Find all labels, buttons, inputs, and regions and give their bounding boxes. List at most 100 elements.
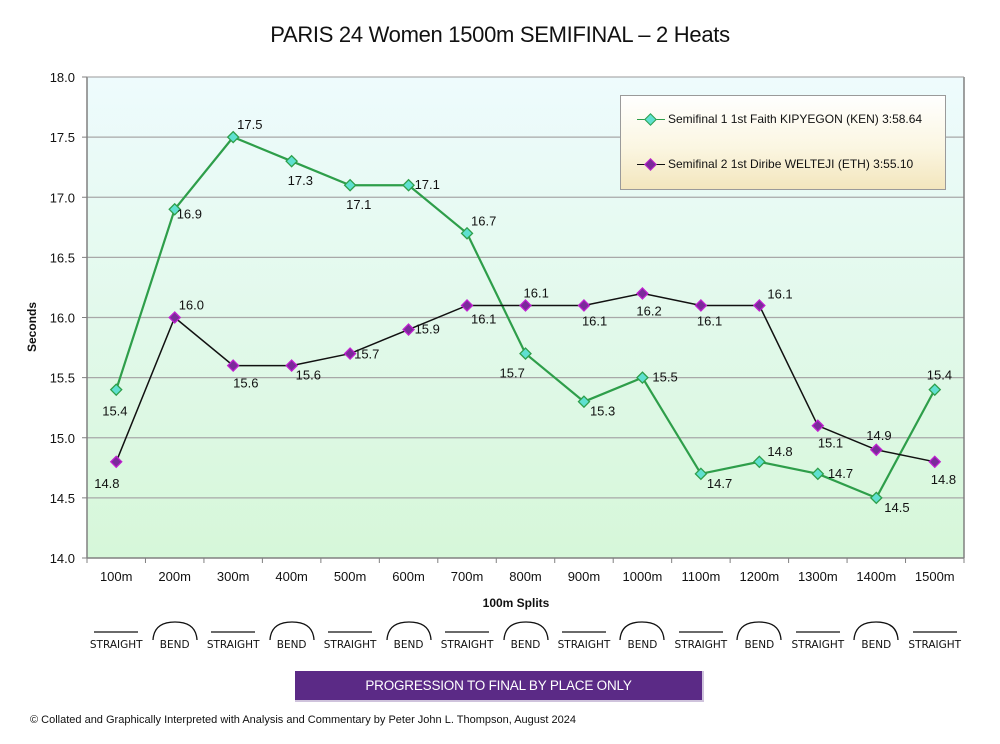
track-segment-label: STRAIGHT xyxy=(557,639,611,651)
straight-line-icon xyxy=(328,631,373,633)
track-segment-label: BEND xyxy=(510,639,541,651)
y-tick-label: 14.0 xyxy=(50,551,75,566)
y-tick-label: 15.0 xyxy=(50,431,75,446)
x-tick-label: 900m xyxy=(568,569,601,584)
data-point-series-2 xyxy=(402,323,415,336)
legend-item-semifinal-2: Semifinal 2 1st Diribe WELTEJI (ETH) 3:5… xyxy=(637,157,913,171)
legend-label: Semifinal 2 1st Diribe WELTEJI (ETH) 3:5… xyxy=(668,157,914,171)
data-label: 15.7 xyxy=(500,366,525,381)
data-point-series-1 xyxy=(109,383,123,397)
track-segment-label: STRAIGHT xyxy=(440,639,494,651)
data-point-series-2 xyxy=(460,299,474,312)
legend-item-semifinal-1: Semifinal 1 1st Faith KIPYEGON (KEN) 3:5… xyxy=(637,112,922,126)
track-segment-label: BEND xyxy=(159,639,190,651)
x-tick-label: 300m xyxy=(217,569,250,584)
y-tick-label: 16.0 xyxy=(50,311,75,326)
data-label: 15.3 xyxy=(590,404,615,419)
data-point-series-2 xyxy=(226,359,240,373)
track-segment-label: STRAIGHT xyxy=(206,639,260,651)
data-label: 14.9 xyxy=(866,428,891,443)
data-point-series-2 xyxy=(811,419,825,433)
data-point-series-1 xyxy=(402,178,415,192)
y-axis-label: Seconds xyxy=(25,302,39,352)
chart-plot: 14.0 14.5 15.0 15.5 16.0 16.5 17.0 17.5 18.0 100… xyxy=(25,70,965,610)
data-label: 15.7 xyxy=(354,347,379,362)
straight-line-icon xyxy=(795,631,840,633)
x-tick-label: 1000m xyxy=(623,569,663,584)
x-tick-label: 600m xyxy=(392,569,425,584)
track-segment-label: BEND xyxy=(393,639,424,651)
data-point-series-2 xyxy=(519,299,532,312)
track-segment-label: STRAIGHT xyxy=(791,639,845,651)
progression-banner: PROGRESSION TO FINAL BY PLACE ONLY xyxy=(295,671,704,702)
bend-arc-icon xyxy=(736,621,783,641)
y-tick-label: 14.5 xyxy=(50,491,75,506)
data-point-series-2 xyxy=(285,359,299,373)
track-segment-label: BEND xyxy=(861,639,892,651)
x-tick-label: 100m xyxy=(100,569,133,584)
data-point-series-2 xyxy=(752,299,766,312)
chart-legend: Semifinal 1 1st Faith KIPYEGON (KEN) 3:5… xyxy=(620,95,946,190)
data-label: 17.5 xyxy=(237,117,262,132)
track-segment-label: BEND xyxy=(627,639,658,651)
data-label: 14.7 xyxy=(707,476,732,491)
x-tick-label: 700m xyxy=(451,569,484,584)
legend-marker-diamond-icon xyxy=(637,157,665,171)
straight-line-icon xyxy=(94,631,139,633)
bend-arc-icon xyxy=(619,621,666,641)
track-segment-label: STRAIGHT xyxy=(323,639,377,651)
track-segment-label: BEND xyxy=(744,639,775,651)
data-label: 16.2 xyxy=(636,303,661,318)
data-label: 15.6 xyxy=(233,376,258,391)
x-tick-label: 1100m xyxy=(682,569,721,584)
data-label: 16.7 xyxy=(471,213,496,228)
data-point-series-1 xyxy=(636,371,649,385)
y-tick-label: 17.0 xyxy=(50,190,75,205)
legend-marker-diamond-icon xyxy=(637,112,665,126)
x-axis-label: 100m Splits xyxy=(483,596,550,610)
data-label: 17.1 xyxy=(346,197,371,212)
data-label: 15.4 xyxy=(927,368,952,383)
y-tick-label: 15.5 xyxy=(50,371,75,386)
data-label: 14.8 xyxy=(94,476,119,491)
data-point-series-1 xyxy=(928,383,942,397)
data-label: 15.1 xyxy=(818,436,843,451)
data-point-series-1 xyxy=(285,154,299,168)
bend-arc-icon xyxy=(268,621,315,641)
bend-arc-icon xyxy=(853,621,899,641)
data-label: 14.8 xyxy=(931,472,956,487)
data-point-series-1 xyxy=(752,455,766,469)
data-label: 15.5 xyxy=(652,370,677,385)
data-point-series-2 xyxy=(577,299,591,312)
data-point-series-1 xyxy=(811,467,825,481)
bend-arc-icon xyxy=(385,621,432,641)
x-tick-label: 400m xyxy=(275,569,308,584)
data-label: 14.7 xyxy=(828,466,853,481)
x-tick-label: 1500m xyxy=(915,569,955,584)
bend-arc-icon xyxy=(152,621,198,641)
track-segment-label: STRAIGHT xyxy=(674,639,728,651)
data-point-series-2 xyxy=(109,455,123,469)
track-segment-label: BEND xyxy=(276,639,307,651)
data-label: 16.9 xyxy=(177,206,202,221)
data-point-series-1 xyxy=(869,491,883,505)
credit-text: © Collated and Graphically Interpreted w… xyxy=(30,714,576,726)
data-label: 16.0 xyxy=(179,298,204,313)
x-tick-label: 1300m xyxy=(798,569,838,584)
straight-line-icon xyxy=(912,631,957,633)
track-segments: STRAIGHT BEND STRAIGHT BEND STRAIGHT BEND STRA… xyxy=(0,620,1000,660)
data-label: 14.8 xyxy=(767,444,792,459)
data-point-series-2 xyxy=(694,299,708,312)
data-point-series-1 xyxy=(460,226,474,240)
data-point-series-1 xyxy=(694,467,708,481)
data-label: 15.4 xyxy=(102,404,127,419)
data-point-series-1 xyxy=(168,202,182,216)
data-label: 16.1 xyxy=(697,313,722,328)
data-point-series-1 xyxy=(226,130,240,144)
data-point-series-2 xyxy=(168,311,182,324)
data-label: 17.3 xyxy=(288,173,313,188)
x-tick-label: 800m xyxy=(509,569,542,584)
data-point-series-1 xyxy=(343,178,357,192)
track-segment-label: STRAIGHT xyxy=(908,639,962,651)
x-tick-label: 1200m xyxy=(739,569,779,584)
